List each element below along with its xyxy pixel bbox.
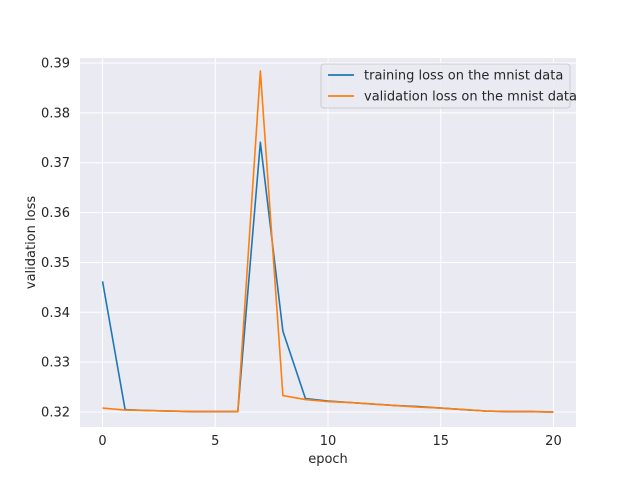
x-tick-label: 10 <box>320 434 337 449</box>
x-tick-label: 5 <box>211 434 219 449</box>
x-tick-label: 15 <box>432 434 449 449</box>
x-axis-label: epoch <box>308 452 348 467</box>
x-axis-ticks: 0 5 10 15 20 <box>98 434 561 449</box>
y-tick-label: 0.34 <box>41 306 70 321</box>
y-tick-label: 0.32 <box>41 406 70 421</box>
legend-entry-1: validation loss on the mnist data <box>364 90 577 105</box>
y-tick-label: 0.33 <box>41 356 70 371</box>
series-lines <box>101 70 554 413</box>
legend: training loss on the mnist data validatio… <box>320 63 577 109</box>
y-tick-label: 0.36 <box>41 206 70 221</box>
y-axis-label: validation loss <box>24 196 39 289</box>
y-axis-ticks: 0.32 0.33 0.34 0.35 0.36 0.37 0.38 0.39 <box>41 56 70 420</box>
y-tick-label: 0.39 <box>41 56 70 71</box>
y-tick-label: 0.35 <box>41 256 70 271</box>
grid <box>80 58 576 427</box>
x-tick-label: 20 <box>545 434 562 449</box>
y-tick-label: 0.38 <box>41 106 70 121</box>
x-tick-label: 0 <box>98 434 106 449</box>
y-tick-label: 0.37 <box>41 156 70 171</box>
legend-box <box>320 63 571 109</box>
legend-entry-0: training loss on the mnist data <box>364 69 563 84</box>
series-line-1 <box>102 70 554 413</box>
